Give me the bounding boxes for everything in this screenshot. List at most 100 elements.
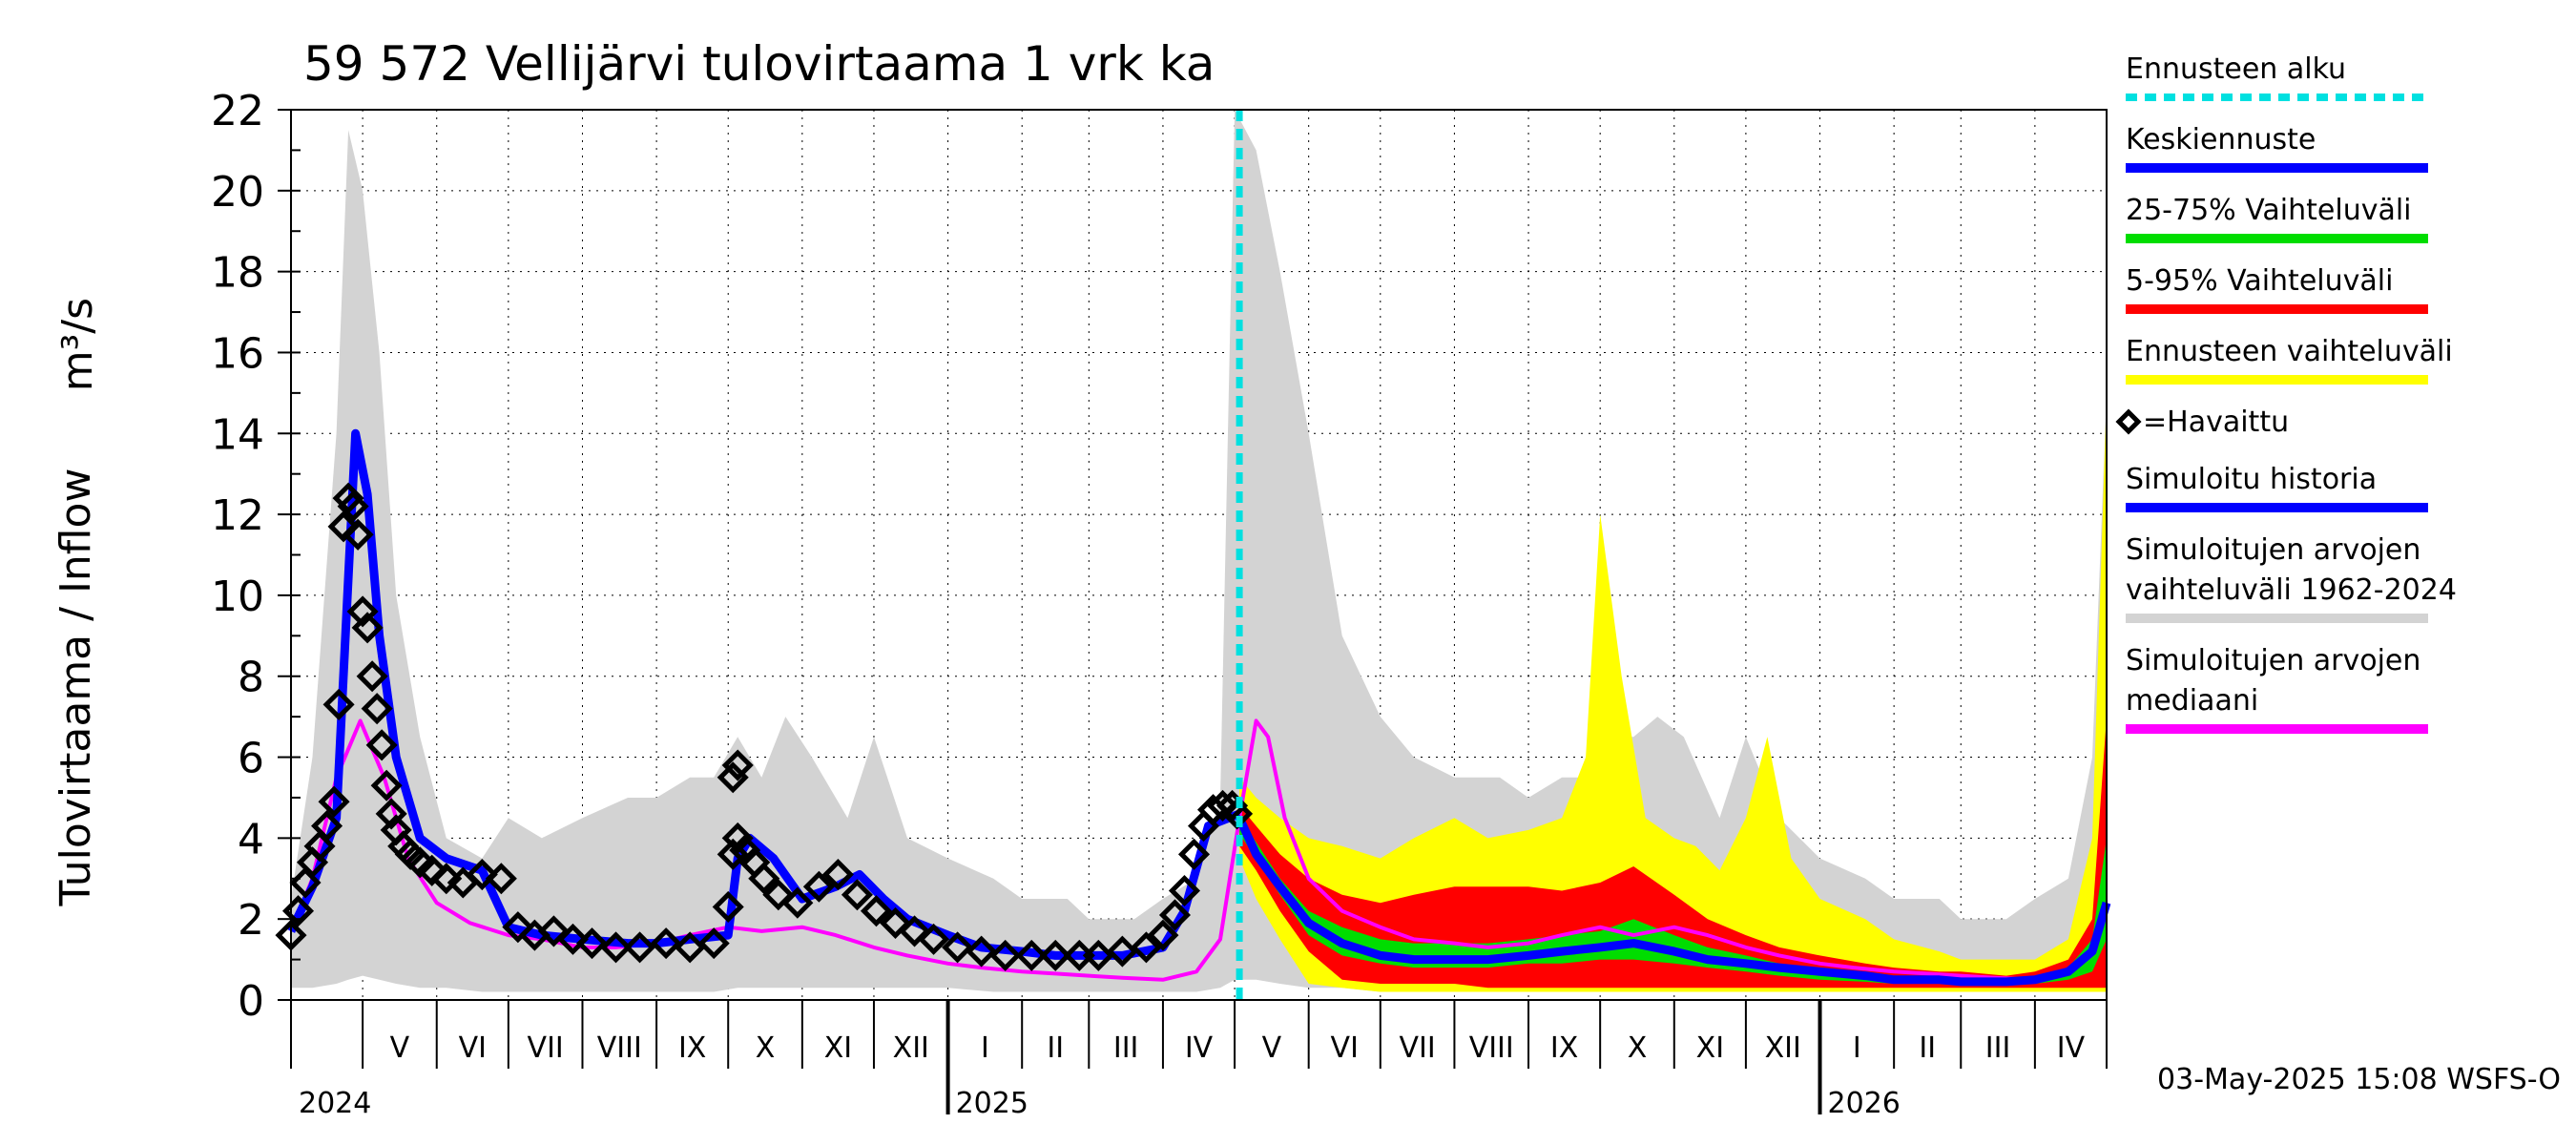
legend-label: Simuloitujen arvojen	[2126, 644, 2420, 677]
observed-point	[712, 890, 744, 923]
observed-point	[1158, 899, 1191, 931]
observed-point	[721, 749, 754, 781]
observed-point	[918, 923, 950, 955]
observed-point	[841, 879, 873, 911]
month-label: III	[1985, 1031, 2011, 1065]
month-label: VIII	[1469, 1031, 1514, 1065]
month-label: XI	[824, 1031, 852, 1065]
observed-point	[575, 927, 609, 960]
plot-area	[275, 109, 2111, 1001]
observed-point	[802, 870, 835, 903]
legend-label: 25-75% Vaihteluväli	[2126, 194, 2412, 227]
observed-point	[1130, 931, 1162, 964]
observed-point	[650, 927, 682, 960]
observed-point	[1015, 939, 1048, 971]
observed-point	[860, 895, 893, 927]
observed-point	[311, 810, 343, 843]
year-label: 2026	[1828, 1087, 1901, 1120]
footer-timestamp: 03-May-2025 15:08 WSFS-O	[2157, 1063, 2561, 1096]
y-tick-label: 20	[211, 168, 264, 217]
legend-label: Ennusteen alku	[2126, 52, 2346, 86]
observed-point	[821, 858, 854, 891]
observed-point	[466, 858, 498, 891]
y-axis-title: Tulovirtaama / Inflow	[52, 468, 100, 907]
observed-point	[989, 939, 1022, 971]
observed-point	[966, 935, 998, 968]
month-label: IX	[1550, 1031, 1578, 1065]
y-tick-label: 14	[211, 410, 264, 459]
observed-point	[781, 886, 814, 919]
observed-point	[721, 822, 754, 854]
band-ffff00	[1239, 392, 2107, 992]
observed-point	[502, 911, 534, 944]
month-label: IV	[2057, 1031, 2086, 1065]
legend-marker	[2115, 408, 2142, 435]
observed-point	[322, 688, 355, 720]
month-label: VI	[1331, 1031, 1359, 1065]
year-label: 2024	[299, 1087, 371, 1120]
observed-point	[430, 863, 463, 895]
observed-point	[375, 798, 407, 830]
month-label: VII	[528, 1031, 564, 1065]
y-tick-label: 16	[211, 329, 264, 378]
y-tick-label: 22	[211, 87, 264, 135]
month-label: II	[1919, 1031, 1936, 1065]
month-label: VI	[459, 1031, 487, 1065]
observed-point	[346, 595, 379, 628]
legend-label: mediaani	[2126, 684, 2258, 718]
observed-point	[556, 923, 590, 955]
legend-label: =Havaittu	[2143, 406, 2289, 439]
legend-label: Ennusteen vaihteluväli	[2126, 335, 2453, 368]
legend-label: Keskiennuste	[2126, 123, 2316, 156]
y-tick-label: 0	[238, 977, 264, 1026]
band-ff0000	[1239, 717, 2107, 989]
observed-point	[1207, 789, 1239, 822]
observed-point	[942, 931, 974, 964]
observed-point	[318, 785, 350, 818]
month-label: II	[1047, 1031, 1064, 1065]
observed-point	[370, 769, 403, 802]
legend-label: Simuloitujen arvojen	[2126, 533, 2420, 567]
y-tick-label: 4	[238, 815, 264, 864]
observed-point	[600, 931, 633, 964]
y-tick-label: 8	[238, 654, 264, 702]
observed-point	[351, 612, 384, 644]
observed-point	[762, 879, 795, 911]
observed-point	[327, 510, 360, 543]
observed-point	[303, 830, 336, 863]
observed-point	[416, 854, 448, 886]
observed-point	[342, 518, 374, 551]
observed-point	[898, 915, 931, 947]
observed-point	[537, 915, 570, 947]
legend-label: Simuloitu historia	[2126, 463, 2377, 496]
legend: Ennusteen alku Keskiennuste 25-75% Vaihtel…	[2115, 52, 2457, 734]
y-tick-label: 6	[238, 735, 264, 783]
observed-point	[356, 660, 388, 693]
observed-point	[365, 729, 398, 761]
observed-point	[879, 906, 912, 939]
legend-label: 5-95% Vaihteluväli	[2126, 264, 2393, 298]
year-label: 2025	[956, 1087, 1028, 1120]
y-tick-label: 2	[238, 896, 264, 945]
chart-title: 59 572 Vellijärvi tulovirtaama 1 vrk ka	[303, 36, 1215, 92]
month-label: I	[981, 1031, 989, 1065]
observed-point	[697, 927, 730, 960]
y-tick-label: 10	[211, 572, 264, 621]
month-label: V	[390, 1031, 410, 1065]
y-tick-label: 18	[211, 249, 264, 298]
month-label: VII	[1400, 1031, 1436, 1065]
month-label: VIII	[597, 1031, 642, 1065]
month-label: XI	[1696, 1031, 1724, 1065]
observed-point	[337, 490, 369, 523]
month-label: XII	[1765, 1031, 1801, 1065]
month-label: IV	[1185, 1031, 1214, 1065]
observed-point	[1039, 939, 1071, 971]
observed-point	[404, 846, 436, 879]
month-label: V	[1262, 1031, 1282, 1065]
legend-label: vaihteluväli 1962-2024	[2126, 573, 2457, 607]
y-axis-unit: m³/s	[53, 298, 102, 391]
series-line	[1236, 816, 2111, 987]
month-label: I	[1853, 1031, 1861, 1065]
